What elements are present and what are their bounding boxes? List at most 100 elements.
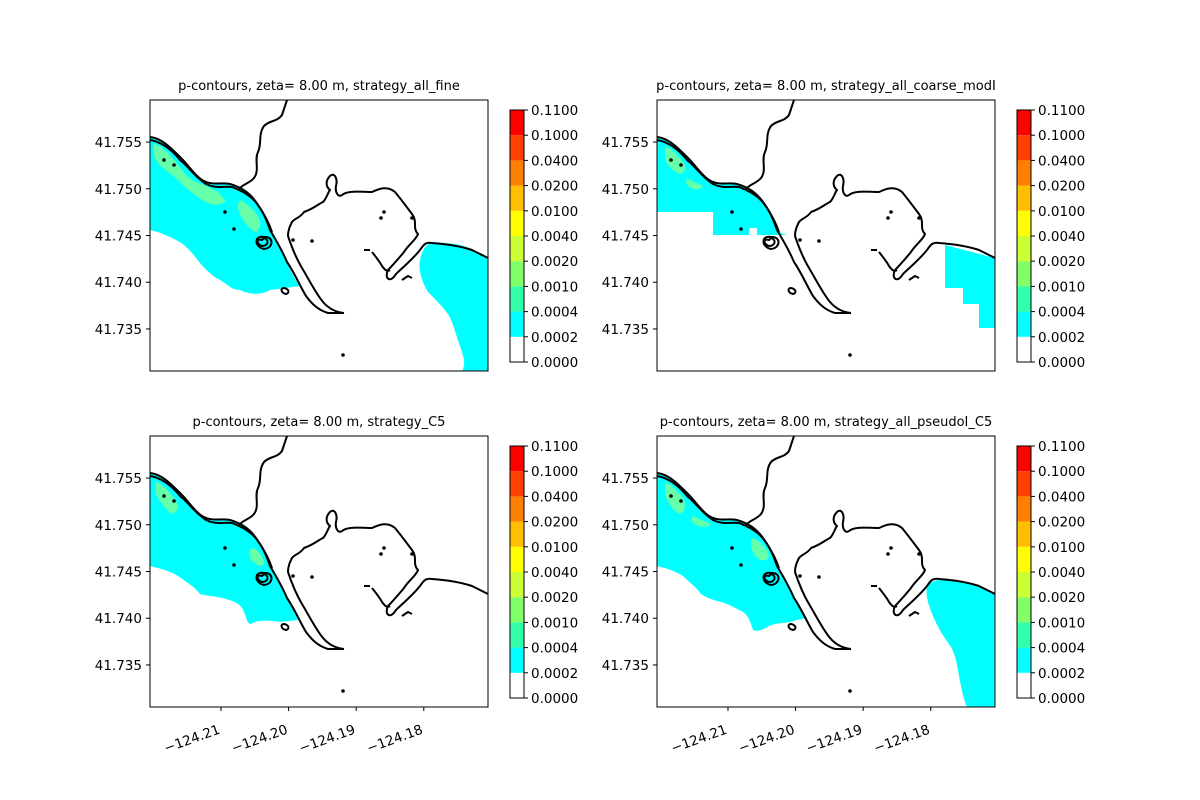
coast-point xyxy=(679,163,683,167)
coast-point xyxy=(379,216,383,220)
coast-point xyxy=(379,552,383,556)
coast-point xyxy=(162,494,166,498)
coast-point xyxy=(310,239,314,243)
colorbar-segment xyxy=(510,210,524,236)
y-tick-label: 41.750 xyxy=(95,182,142,198)
colorbar-segment xyxy=(1017,496,1031,522)
colorbar-segment xyxy=(1017,622,1031,648)
coastline xyxy=(401,611,413,617)
coastline xyxy=(787,287,797,295)
coastline xyxy=(657,139,780,233)
coast-point xyxy=(410,216,414,220)
coastline xyxy=(150,475,273,569)
coastline xyxy=(255,571,273,586)
colorbar-segment xyxy=(510,546,524,572)
coastline xyxy=(794,173,995,314)
colorbar-label: 0.0000 xyxy=(531,355,578,371)
coastline xyxy=(256,237,269,247)
y-tick-label: 41.745 xyxy=(602,229,649,245)
colorbar-label: 0.0040 xyxy=(531,565,578,581)
colorbar-segment xyxy=(1017,160,1031,186)
colorbar-segment xyxy=(510,471,524,497)
coast-point xyxy=(886,216,890,220)
coastline xyxy=(744,100,795,191)
coast-point xyxy=(730,546,734,550)
colorbar-label: 0.0002 xyxy=(1038,666,1085,682)
coast-point xyxy=(341,689,345,693)
colorbar-segment xyxy=(1017,597,1031,623)
colorbar-label: 0.0200 xyxy=(531,179,578,195)
contour-fill-0.0004 xyxy=(750,538,769,561)
colorbar-label: 0.0200 xyxy=(1038,179,1085,195)
colorbar-label: 0.0040 xyxy=(1038,229,1085,245)
coast-point xyxy=(172,163,176,167)
coast-point xyxy=(679,499,683,503)
coast-point xyxy=(291,574,295,578)
colorbar-label: 0.0002 xyxy=(1038,330,1085,346)
contour-fill-0.0004 xyxy=(249,548,264,566)
colorbar-segment xyxy=(1017,185,1031,211)
coast-point xyxy=(739,227,743,231)
colorbar-label: 0.0100 xyxy=(531,540,578,556)
colorbar-segment xyxy=(510,135,524,161)
x-tick-label: −124.20 xyxy=(736,722,797,757)
coast-point xyxy=(848,353,852,357)
plot-background xyxy=(657,100,995,371)
y-tick-label: 41.750 xyxy=(95,518,142,534)
colorbar-segment xyxy=(510,521,524,547)
coast-point xyxy=(669,494,673,498)
colorbar: 0.0000 0.0002 0.0004 0.0010 0.0020 0.0040 0.01… xyxy=(509,439,578,707)
coastline xyxy=(762,571,780,586)
colorbar-segment xyxy=(510,160,524,186)
coast-point xyxy=(739,563,743,567)
colorbar-segment xyxy=(1017,135,1031,161)
colorbar-segment xyxy=(510,496,524,522)
coast-point xyxy=(382,546,386,550)
x-tick-label: −124.19 xyxy=(804,722,865,757)
colorbar-segment xyxy=(1017,546,1031,572)
y-tick-label: 41.750 xyxy=(602,518,649,534)
colorbar-label: 0.0400 xyxy=(1038,153,1085,169)
colorbar-segment xyxy=(510,185,524,211)
y-tick-label: 41.750 xyxy=(602,182,649,198)
colorbar-label: 0.0100 xyxy=(531,204,578,220)
y-tick-label: 41.735 xyxy=(95,658,142,674)
coast-point xyxy=(310,575,314,579)
colorbar-segment xyxy=(1017,336,1031,362)
coastline xyxy=(878,587,898,608)
coastline xyxy=(150,139,273,233)
colorbar-label: 0.0004 xyxy=(531,641,578,657)
y-tick-label: 41.745 xyxy=(95,229,142,245)
coastline xyxy=(908,275,920,281)
colorbar-label: 0.0002 xyxy=(531,666,578,682)
coastline xyxy=(256,573,269,583)
colorbar-label: 0.1100 xyxy=(1038,439,1085,455)
colorbar-label: 0.0100 xyxy=(1038,540,1085,556)
coastline xyxy=(255,235,273,250)
colorbar-segment xyxy=(1017,446,1031,472)
colorbar-label: 0.0000 xyxy=(1038,691,1085,707)
colorbar-segment xyxy=(1017,286,1031,312)
coast-point xyxy=(730,210,734,214)
contour-fill-0.0004 xyxy=(665,146,686,174)
contour-fill-0.0002 xyxy=(713,212,749,235)
coastline xyxy=(787,623,797,631)
colorbar-label: 0.0040 xyxy=(531,229,578,245)
colorbar-segment xyxy=(510,622,524,648)
coast-point xyxy=(917,216,921,220)
colorbar-label: 0.1100 xyxy=(531,439,578,455)
colorbar-segment xyxy=(1017,647,1031,673)
coast-point xyxy=(886,552,890,556)
coast-point xyxy=(889,546,893,550)
colorbar-segment xyxy=(1017,672,1031,698)
colorbar-label: 0.0400 xyxy=(531,153,578,169)
plot-area xyxy=(657,100,995,371)
y-tick-label: 41.755 xyxy=(602,471,649,487)
colorbar-segment xyxy=(1017,311,1031,337)
colorbar-segment xyxy=(510,236,524,262)
y-tick-label: 41.740 xyxy=(95,611,142,627)
colorbar-label: 0.1000 xyxy=(1038,464,1085,480)
colorbar-label: 0.0020 xyxy=(531,590,578,606)
coastline xyxy=(401,275,413,281)
